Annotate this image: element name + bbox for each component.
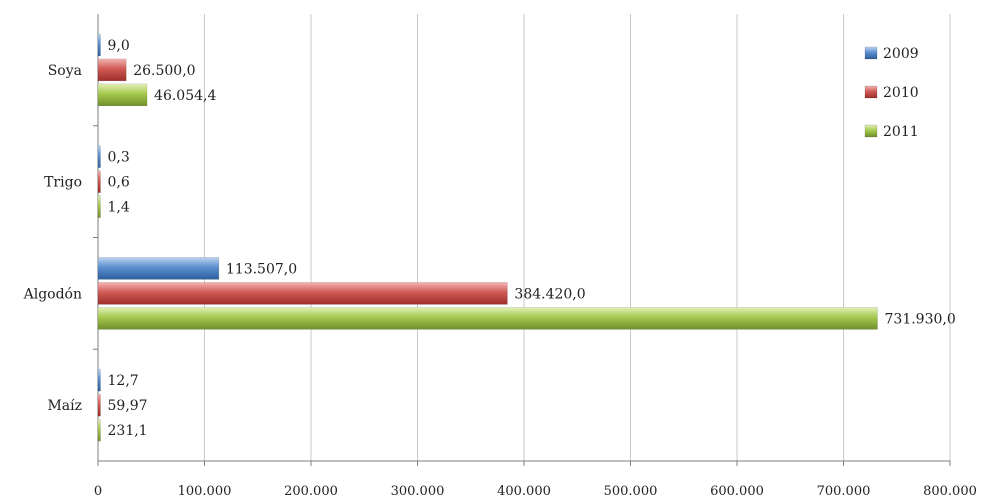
legend-label: 2011 [883, 124, 919, 140]
x-tick-label: 0 [94, 484, 102, 499]
category-label: Soya [48, 63, 82, 79]
gridlines [204, 14, 951, 461]
legend: 2009 2010 2011 [864, 46, 919, 140]
bar [97, 418, 101, 442]
bars [97, 33, 878, 442]
category-label: Maíz [47, 398, 82, 414]
data-label: 1,4 [108, 200, 130, 216]
x-tick-label: 500.000 [604, 484, 658, 499]
legend-label: 2010 [883, 85, 919, 101]
x-tick-label: 100.000 [178, 484, 232, 499]
x-tick-label: 600.000 [710, 484, 764, 499]
bar [97, 282, 508, 305]
x-tick-label: 300.000 [391, 484, 445, 499]
legend-label: 2009 [883, 46, 919, 62]
bar [97, 195, 101, 218]
axes: 0 100.000 200.000 300.000 400.000 500.000 600.… [23, 14, 977, 499]
data-label: 0,6 [108, 175, 130, 191]
data-label: 113.507,0 [226, 261, 297, 277]
x-tick-label: 800.000 [923, 484, 977, 499]
data-labels: 9,026.500,0 46.054,4 0,3 0,6 1,4 113.507,0 384… [108, 38, 956, 439]
data-label: 231,1 [108, 423, 148, 439]
data-label: 9,0 [108, 38, 130, 54]
x-tick-label: 400.000 [497, 484, 551, 499]
data-label: 731.930,0 [885, 311, 956, 327]
bar [97, 393, 101, 417]
category-label: Trigo [44, 175, 82, 191]
category-label: Algodón [23, 286, 82, 302]
bar [97, 83, 148, 107]
bar [97, 145, 101, 168]
x-tick-label: 700.000 [817, 484, 871, 499]
bar [97, 368, 101, 392]
bar [97, 58, 127, 82]
bar [97, 170, 101, 193]
data-label: 384.420,0 [514, 286, 585, 302]
data-label: 26.500,0 [133, 63, 195, 79]
bar [97, 307, 878, 330]
data-label: 59,97 [108, 398, 148, 414]
bar [97, 257, 220, 280]
bar [97, 33, 101, 57]
legend-swatch [864, 85, 878, 99]
data-label: 0,3 [108, 150, 130, 166]
legend-swatch [864, 124, 878, 138]
data-label: 12,7 [108, 373, 139, 389]
legend-swatch [864, 46, 878, 60]
x-tick-label: 200.000 [284, 484, 338, 499]
data-label: 46.054,4 [154, 88, 216, 104]
